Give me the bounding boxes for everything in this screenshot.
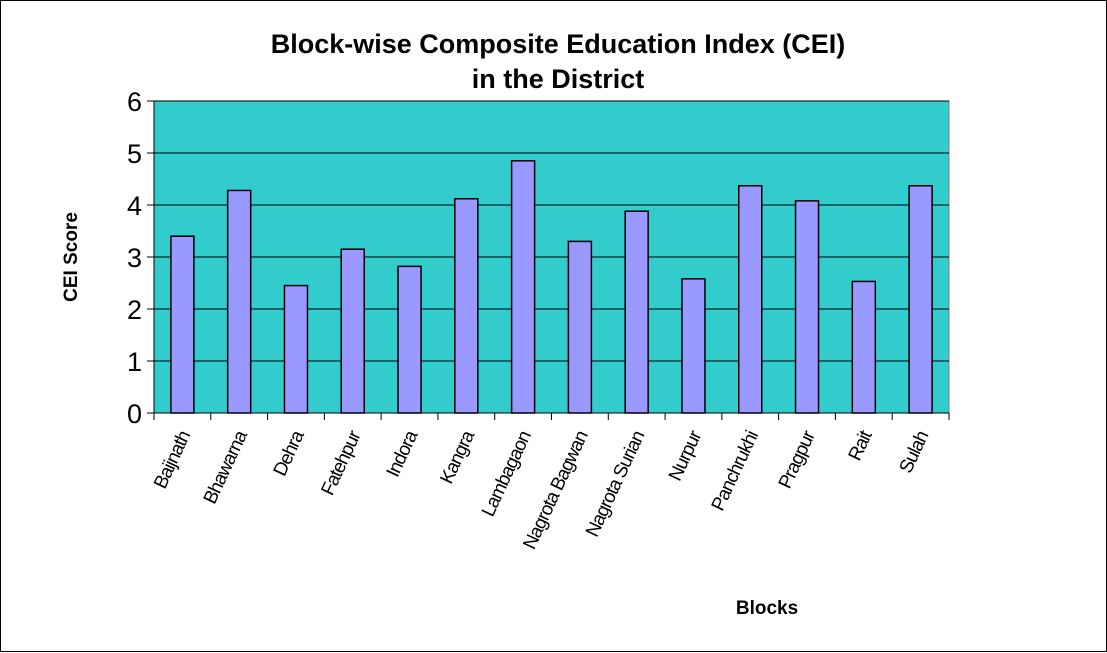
x-tick-label: Baijnath [150,428,195,492]
x-tick-label: Lambagaon [478,428,536,520]
bar-indora [398,266,421,413]
bar-panchrukhi [739,186,762,413]
bar-nurpur [682,279,705,413]
bar-nagrota-surian [625,211,648,413]
x-tick-label: Nurpur [665,427,707,485]
x-tick-label: Panchrukhi [708,428,763,514]
x-tick-label: Bhawarna [200,427,252,507]
x-tick-label: Dehra [270,427,309,480]
y-tick-label: 4 [127,191,142,221]
y-axis-label: CEI Score [61,212,82,302]
chart-title: Block-wise Composite Education Index (CE… [271,29,846,59]
bar-baijnath [171,236,194,413]
x-tick-label: Indora [383,427,423,481]
x-tick-label: Rait [845,427,877,464]
bar-rait [852,281,875,413]
x-tick-label: Fatehpur [317,427,365,499]
x-tick-label: Sulah [896,428,934,477]
x-tick-label: Kangra [436,427,479,487]
y-tick-labels: 0 1 2 3 4 5 6 [127,87,142,429]
bar-pragpur [796,201,819,413]
y-tick-label: 3 [127,243,142,273]
y-tick-label: 2 [127,295,142,325]
x-tick-label: Nagrota Surian [582,428,649,540]
y-tick-label: 5 [127,139,142,169]
bar-bhawarna [228,190,251,413]
y-tick-label: 6 [127,87,142,117]
bar-fatehpur [341,249,364,413]
bar-kangra [455,199,478,413]
bar-dehra [284,286,307,413]
x-tick-labels: Baijnath Bhawarna Dehra Fatehpur Indora Kangr… [150,427,933,553]
chart-subtitle: in the District [472,64,645,94]
x-tick-label: Pragpur [775,427,820,492]
bar-sulah [909,186,932,413]
bar-lambagaon [512,161,535,413]
y-tick-label: 1 [127,347,142,377]
y-tick-label: 0 [127,399,142,429]
x-axis-label: Blocks [736,598,798,619]
bar-nagrota-bagwan [568,241,591,413]
